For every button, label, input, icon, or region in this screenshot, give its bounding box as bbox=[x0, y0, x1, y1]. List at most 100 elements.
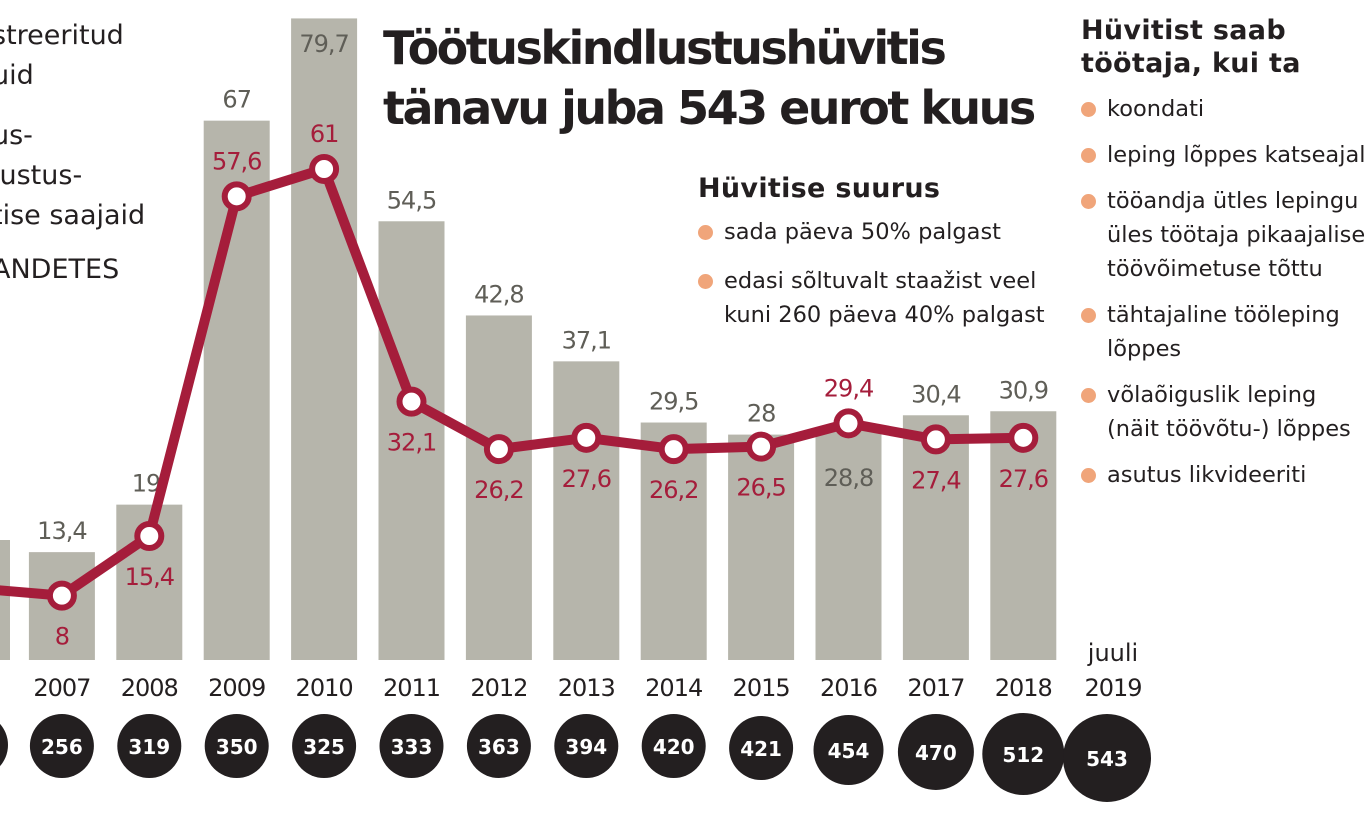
amount-label: 325 bbox=[303, 735, 345, 759]
line-marker bbox=[309, 153, 340, 184]
line-marker bbox=[1008, 422, 1039, 453]
list-item: edasi sõltuvalt staažist veel kuni 260 p… bbox=[698, 264, 1058, 332]
benefit-amount-heading: Hüvitise suurus bbox=[698, 173, 941, 204]
bar bbox=[378, 221, 445, 660]
bar bbox=[553, 361, 620, 660]
bullet-dot-icon bbox=[1081, 148, 1096, 163]
amount-circle bbox=[729, 716, 794, 780]
list-item-text: leping lõppes katseajal bbox=[1107, 142, 1366, 168]
bar-partial bbox=[0, 540, 10, 660]
left-legend-line: streeritud bbox=[0, 20, 124, 51]
left-legend-line: uid bbox=[0, 60, 34, 91]
line-marker bbox=[46, 580, 77, 611]
bar bbox=[902, 415, 969, 660]
year-label: 2018 bbox=[995, 674, 1052, 702]
amount-circle bbox=[554, 714, 619, 778]
line-marker bbox=[658, 434, 689, 465]
year-label: 2007 bbox=[33, 674, 90, 702]
year-label: 2013 bbox=[558, 674, 615, 702]
bullet-dot-icon bbox=[1081, 308, 1096, 323]
line-value-label: 8 bbox=[55, 623, 69, 651]
list-item: koondati bbox=[1081, 92, 1370, 126]
amount-circle bbox=[466, 714, 531, 778]
line-value-label: 27,6 bbox=[999, 465, 1048, 493]
line-marker bbox=[134, 521, 165, 552]
bar-value-label: 67 bbox=[222, 86, 251, 114]
year-label: 2017 bbox=[907, 674, 964, 702]
amount-label: 319 bbox=[128, 735, 170, 759]
year-label: 2012 bbox=[470, 674, 527, 702]
year-label: 2014 bbox=[645, 674, 702, 702]
bar-value-label: 79,7 bbox=[299, 30, 348, 58]
left-legend-line: us- bbox=[0, 120, 33, 151]
bullet-dot-icon bbox=[1081, 388, 1096, 403]
bar bbox=[465, 315, 532, 660]
amount-circle bbox=[897, 714, 974, 790]
year-label: 2009 bbox=[208, 674, 265, 702]
line-marker bbox=[920, 424, 951, 455]
amount-label: 350 bbox=[216, 735, 258, 759]
amount-circle bbox=[1063, 714, 1151, 802]
benefit-amount-box: Hüvitise suurus sada päeva 50% palgast e… bbox=[698, 172, 1058, 347]
line-value-label: 26,5 bbox=[736, 474, 785, 502]
chart-title-line-2: tänavu juba 543 eurot kuus bbox=[383, 81, 1036, 135]
chart-title: Töötuskindlustushüvitis tänavu juba 543 … bbox=[383, 18, 1036, 138]
amount-label: 420 bbox=[653, 735, 695, 759]
amount-circle-partial bbox=[0, 723, 8, 767]
line-marker bbox=[483, 434, 514, 465]
list-item: leping lõppes katseajal bbox=[1081, 138, 1370, 172]
chart-title-line-1: Töötuskindlustushüvitis bbox=[383, 21, 947, 75]
list-item-text: edasi sõltuvalt staažist veel kuni 260 p… bbox=[724, 268, 1045, 328]
bullet-dot-icon bbox=[1081, 194, 1096, 209]
bar-value-label: 54,5 bbox=[387, 186, 436, 214]
amount-label: 256 bbox=[41, 735, 83, 759]
line-value-label: 32,1 bbox=[387, 429, 436, 457]
eligibility-box: Hüvitist saab töötaja, kui ta koondati l… bbox=[1081, 14, 1370, 504]
year-label: 2008 bbox=[121, 674, 178, 702]
list-item: tööandja ütles lepingu üles töötaja pika… bbox=[1081, 184, 1370, 286]
left-legend-line: lustus- bbox=[0, 160, 83, 191]
list-item-text: koondati bbox=[1107, 96, 1205, 122]
bar-value-label: 30,4 bbox=[911, 380, 960, 408]
line-marker bbox=[221, 181, 252, 212]
amount-circle bbox=[204, 714, 269, 778]
amount-label: 470 bbox=[915, 741, 957, 765]
bar-value-label: 13,4 bbox=[37, 517, 86, 545]
list-item-text: sada päeva 50% palgast bbox=[724, 219, 1001, 245]
left-legend-line: tise saajaid bbox=[0, 200, 146, 231]
line-marker bbox=[396, 386, 427, 417]
left-legend-line: ANDETES bbox=[0, 254, 120, 285]
bar-value-label: 28 bbox=[747, 400, 776, 428]
bar bbox=[291, 18, 358, 661]
amount-label: 394 bbox=[565, 735, 607, 759]
line-value-label: 27,4 bbox=[911, 466, 960, 494]
amount-label: 421 bbox=[740, 737, 782, 761]
line-marker bbox=[571, 422, 602, 453]
list-item-text: tööandja ütles lepingu üles töötaja pika… bbox=[1107, 188, 1366, 282]
year-label: 2010 bbox=[296, 674, 353, 702]
line-marker bbox=[746, 431, 777, 462]
amount-label: 454 bbox=[828, 739, 870, 763]
amount-circle bbox=[813, 715, 884, 785]
bar bbox=[815, 428, 882, 660]
list-item: sada päeva 50% palgast bbox=[698, 215, 1058, 249]
line-value-label: 26,2 bbox=[649, 476, 698, 504]
benefit-amount-list: sada päeva 50% palgast edasi sõltuvalt s… bbox=[698, 215, 1058, 332]
year-label: 2019 bbox=[1084, 674, 1141, 702]
line-value-label: 26,2 bbox=[474, 476, 523, 504]
amount-circle bbox=[641, 714, 706, 778]
line-value-label: 15,4 bbox=[125, 563, 174, 591]
line-value-label: 29,4 bbox=[824, 374, 873, 402]
bullet-dot-icon bbox=[1081, 102, 1096, 117]
bar-value-label: 37,1 bbox=[562, 326, 611, 354]
year-label: 2015 bbox=[733, 674, 790, 702]
list-item-text: tähtajaline tööleping lõppes bbox=[1107, 302, 1340, 362]
amount-circle bbox=[292, 714, 357, 778]
year-label-top: juuli bbox=[1087, 639, 1138, 667]
eligibility-heading: Hüvitist saab töötaja, kui ta bbox=[1081, 15, 1301, 79]
list-item: tähtajaline tööleping lõppes bbox=[1081, 298, 1370, 366]
amount-label: 333 bbox=[391, 735, 433, 759]
bar-value-label: 28,8 bbox=[824, 464, 873, 492]
line-value-label: 61 bbox=[310, 120, 339, 148]
list-item-text: asutus likvideeriti bbox=[1107, 462, 1307, 488]
